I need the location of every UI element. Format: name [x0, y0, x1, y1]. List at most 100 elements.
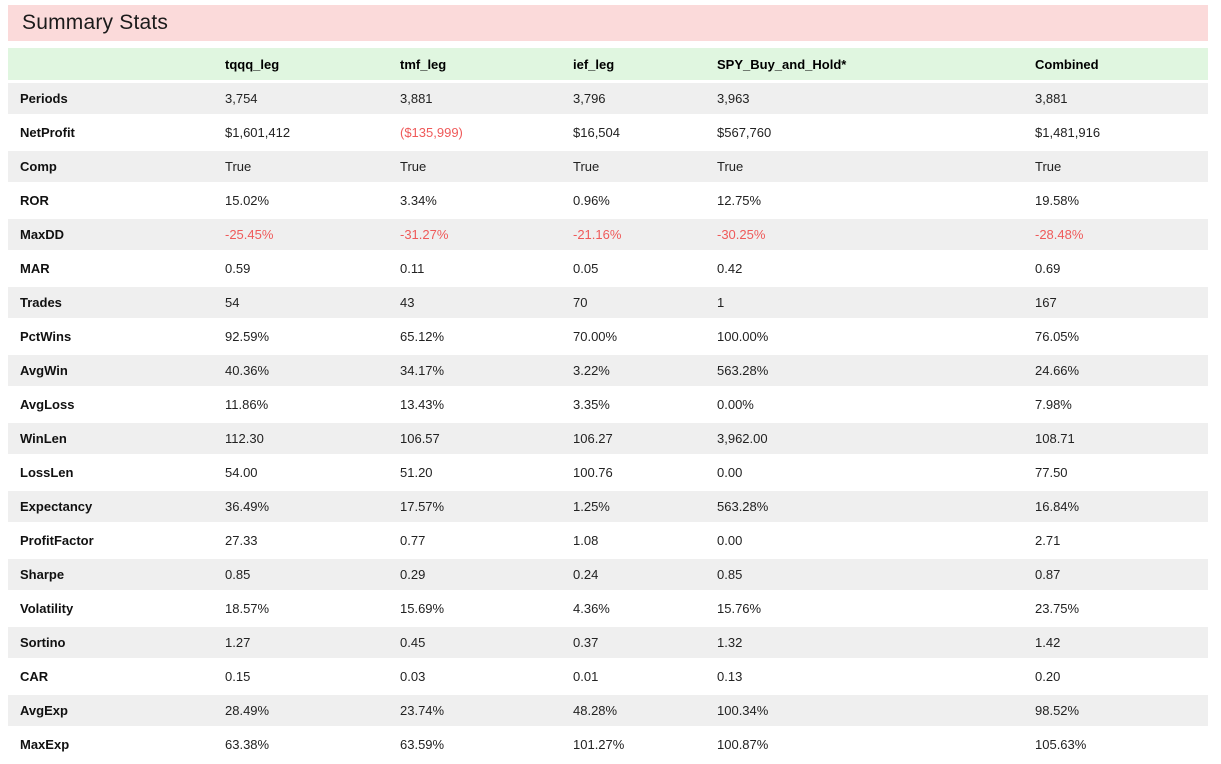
- cell: True: [400, 159, 427, 174]
- cell: 40.36%: [225, 363, 270, 378]
- table-row: ProfitFactor 27.33 0.77 1.08 0.00 2.71: [8, 525, 1208, 556]
- cell: 0.00: [717, 465, 743, 480]
- cell: 4.36%: [573, 601, 610, 616]
- cell: 1.08: [573, 533, 599, 548]
- section-title-band: Summary Stats: [8, 5, 1208, 41]
- cell: $567,760: [717, 125, 772, 140]
- row-label: PctWins: [20, 329, 72, 344]
- cell: 16.84%: [1035, 499, 1080, 514]
- cell: 0.85: [225, 567, 251, 582]
- column-header-tmf-leg: tmf_leg: [400, 56, 447, 72]
- row-label: ProfitFactor: [20, 533, 94, 548]
- cell: 27.33: [225, 533, 258, 548]
- cell: 19.58%: [1035, 193, 1080, 208]
- cell: 76.05%: [1035, 329, 1080, 344]
- table-body: Periods 3,754 3,881 3,796 3,963 3,881 NetProfi…: [8, 83, 1208, 760]
- cell: 0.77: [400, 533, 426, 548]
- row-label: AvgExp: [20, 703, 68, 718]
- cell: 70.00%: [573, 329, 618, 344]
- cell: 92.59%: [225, 329, 270, 344]
- cell: 54.00: [225, 465, 258, 480]
- cell: 0.45: [400, 635, 426, 650]
- cell: 0.29: [400, 567, 426, 582]
- table-row: Comp True True True True True: [8, 151, 1208, 182]
- cell: 0.00%: [717, 397, 754, 412]
- summary-stats-table: tqqq_leg tmf_leg ief_leg SPY_Buy_and_Hol…: [8, 48, 1208, 760]
- cell: 105.63%: [1035, 737, 1087, 752]
- row-label: CAR: [20, 669, 49, 684]
- cell: 11.86%: [225, 397, 269, 412]
- cell: 3,881: [1035, 91, 1068, 106]
- table-row: NetProfit $1,601,412 ($135,999) $16,504 $567…: [8, 117, 1208, 148]
- table-row: Trades 54 43 70 1 167: [8, 287, 1208, 318]
- cell: 106.57: [400, 431, 440, 446]
- table-row: Volatility 18.57% 15.69% 4.36% 15.76% 23.75%: [8, 593, 1208, 624]
- table-row: MaxDD -25.45% -31.27% -21.16% -30.25% -28.48%: [8, 219, 1208, 250]
- cell: 0.42: [717, 261, 743, 276]
- cell: 1.27: [225, 635, 251, 650]
- table-row: PctWins 92.59% 65.12% 70.00% 100.00% 76.05%: [8, 321, 1208, 352]
- cell: True: [573, 159, 600, 174]
- cell: $1,601,412: [225, 125, 291, 140]
- table-row: Periods 3,754 3,881 3,796 3,963 3,881: [8, 83, 1208, 114]
- cell: 0.01: [573, 669, 599, 684]
- cell: 23.75%: [1035, 601, 1080, 616]
- cell: 1.32: [717, 635, 743, 650]
- cell: 563.28%: [717, 363, 769, 378]
- cell: 13.43%: [400, 397, 445, 412]
- report-page: Summary Stats tqqq_leg tmf_leg ief_leg S…: [8, 5, 1208, 760]
- cell: 1.25%: [573, 499, 610, 514]
- table-row: Sortino 1.27 0.45 0.37 1.32 1.42: [8, 627, 1208, 658]
- cell: 106.27: [573, 431, 613, 446]
- cell: 15.02%: [225, 193, 270, 208]
- cell: 3.22%: [573, 363, 610, 378]
- cell: 108.71: [1035, 431, 1075, 446]
- table-row: WinLen 112.30 106.57 106.27 3,962.00 108.71: [8, 423, 1208, 454]
- table-row: ROR 15.02% 3.34% 0.96% 12.75% 19.58%: [8, 185, 1208, 216]
- row-label: WinLen: [20, 431, 67, 446]
- cell: ($135,999): [400, 125, 463, 140]
- row-label: Periods: [20, 91, 68, 106]
- table-row: MaxExp 63.38% 63.59% 101.27% 100.87% 105.63%: [8, 729, 1208, 760]
- table-row: AvgLoss 11.86% 13.43% 3.35% 0.00% 7.98%: [8, 389, 1208, 420]
- row-label: Expectancy: [20, 499, 93, 514]
- cell: 0.24: [573, 567, 599, 582]
- table-header-row: tqqq_leg tmf_leg ief_leg SPY_Buy_and_Hol…: [8, 48, 1208, 80]
- table-row: Expectancy 36.49% 17.57% 1.25% 563.28% 16.84%: [8, 491, 1208, 522]
- cell: 3.34%: [400, 193, 437, 208]
- cell: 0.13: [717, 669, 743, 684]
- table-row: LossLen 54.00 51.20 100.76 0.00 77.50: [8, 457, 1208, 488]
- row-label: MaxExp: [20, 737, 70, 752]
- cell: 34.17%: [400, 363, 445, 378]
- cell: 0.11: [400, 261, 425, 276]
- cell: 3,796: [573, 91, 606, 106]
- cell: 112.30: [225, 431, 264, 446]
- table-row: Sharpe 0.85 0.29 0.24 0.85 0.87: [8, 559, 1208, 590]
- row-label: AvgLoss: [20, 397, 75, 412]
- cell: 54: [225, 295, 240, 310]
- cell: 563.28%: [717, 499, 769, 514]
- cell: 1.42: [1035, 635, 1061, 650]
- cell: 3,881: [400, 91, 433, 106]
- cell: 63.38%: [225, 737, 270, 752]
- cell: 12.75%: [717, 193, 762, 208]
- cell: 0.59: [225, 261, 251, 276]
- column-header-tqqq-leg: tqqq_leg: [225, 56, 280, 72]
- cell: 36.49%: [225, 499, 270, 514]
- cell: 0.00: [717, 533, 743, 548]
- cell: 15.69%: [400, 601, 445, 616]
- cell: 3.35%: [573, 397, 610, 412]
- table-row: AvgExp 28.49% 23.74% 48.28% 100.34% 98.52%: [8, 695, 1208, 726]
- row-label: Sharpe: [20, 567, 65, 582]
- cell: 0.20: [1035, 669, 1061, 684]
- row-label: Comp: [20, 159, 57, 174]
- cell: 0.96%: [573, 193, 610, 208]
- row-label: LossLen: [20, 465, 74, 480]
- cell: 15.76%: [717, 601, 762, 616]
- cell: -31.27%: [400, 227, 449, 242]
- cell: 100.76: [573, 465, 613, 480]
- cell: 0.87: [1035, 567, 1061, 582]
- cell: $1,481,916: [1035, 125, 1101, 140]
- cell: 3,963: [717, 91, 750, 106]
- cell: 101.27%: [573, 737, 625, 752]
